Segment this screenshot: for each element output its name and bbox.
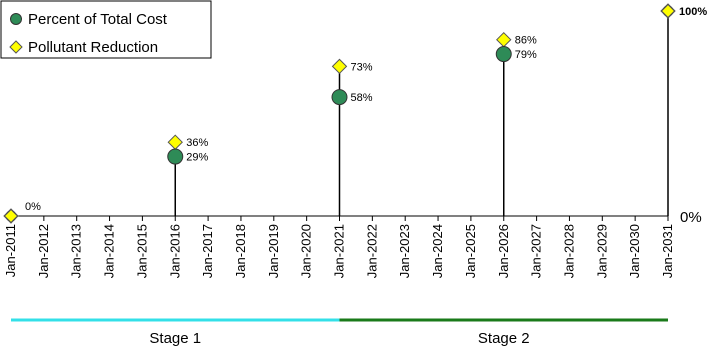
pollutant-reduction-data-label: 73% [351, 61, 373, 73]
pollutant-reduction-data-label: 36% [186, 137, 208, 149]
x-tick-label: Jan-2012 [36, 224, 51, 278]
stage-label: Stage 2 [478, 330, 530, 347]
x-tick-label: Jan-2031 [660, 224, 675, 278]
x-tick-label: Jan-2025 [463, 224, 478, 278]
legend-box [0, 0, 212, 59]
legend-circle-icon [10, 13, 22, 25]
markers-group [3, 3, 676, 224]
x-tick-label: Jan-2029 [594, 224, 609, 278]
legend-diamond-icon [9, 40, 23, 54]
x-tick-label: Jan-2030 [627, 224, 642, 278]
stems-group [174, 11, 669, 216]
x-tick-label: Jan-2011 [3, 224, 18, 277]
x-tick-label: Jan-2018 [233, 224, 248, 278]
pollutant-reduction-marker [496, 31, 512, 48]
x-tick-label: Jan-2028 [561, 224, 576, 278]
legend-label: Pollutant Reduction [28, 39, 158, 56]
data-labels-group: 0% 36% 73% 86% 100% 29% 58% 79% [25, 6, 707, 213]
x-tick-label: Jan-2014 [102, 224, 117, 278]
percent-total-cost-marker [167, 148, 184, 165]
percent-total-cost-data-label: 58% [351, 92, 373, 104]
pollutant-reduction-data-label: 100% [679, 6, 707, 18]
pollutant-reduction-data-label: 86% [515, 35, 537, 47]
percent-total-cost-data-label: 29% [186, 152, 208, 164]
x-tick-label: Jan-2027 [529, 224, 544, 278]
x-tick-label: Jan-2024 [430, 224, 445, 278]
x-tick-label: Jan-2016 [167, 224, 182, 278]
legend-label: Percent of Total Cost [28, 11, 168, 28]
x-tick-label: Jan-2019 [266, 224, 281, 278]
x-tick-label: Jan-2022 [364, 224, 379, 278]
x-tick-label: Jan-2023 [397, 224, 412, 278]
pollutant-reduction-marker [167, 134, 183, 150]
x-tick-label: Jan-2015 [134, 224, 149, 278]
percent-total-cost-data-label: 79% [515, 49, 537, 61]
y-axis-label: 0% [680, 209, 702, 226]
pollutant-reduction-data-label: 0% [25, 201, 41, 213]
percent-total-cost-marker [331, 89, 348, 106]
pollutant-reduction-marker [331, 58, 348, 75]
pollutant-reduction-marker [3, 208, 19, 224]
percent-total-cost-marker [495, 46, 512, 63]
x-tick-label: Jan-2021 [332, 224, 347, 278]
legend: Percent of Total Cost Pollutant Reduction [0, 0, 212, 59]
x-tick-label: Jan-2026 [496, 224, 511, 278]
stage-label: Stage 1 [149, 330, 201, 347]
pollutant-reduction-marker [660, 3, 676, 19]
stages-group: Stage 1 Stage 2 [11, 318, 668, 347]
axis-group: 0% [10, 209, 702, 226]
x-tick-label: Jan-2013 [69, 224, 84, 278]
x-tick-label: Jan-2020 [299, 224, 314, 278]
tick-labels-group: Jan-2011 Jan-2012 Jan-2013 Jan-2014 Jan-2015… [3, 224, 675, 278]
x-tick-label: Jan-2017 [200, 224, 215, 278]
